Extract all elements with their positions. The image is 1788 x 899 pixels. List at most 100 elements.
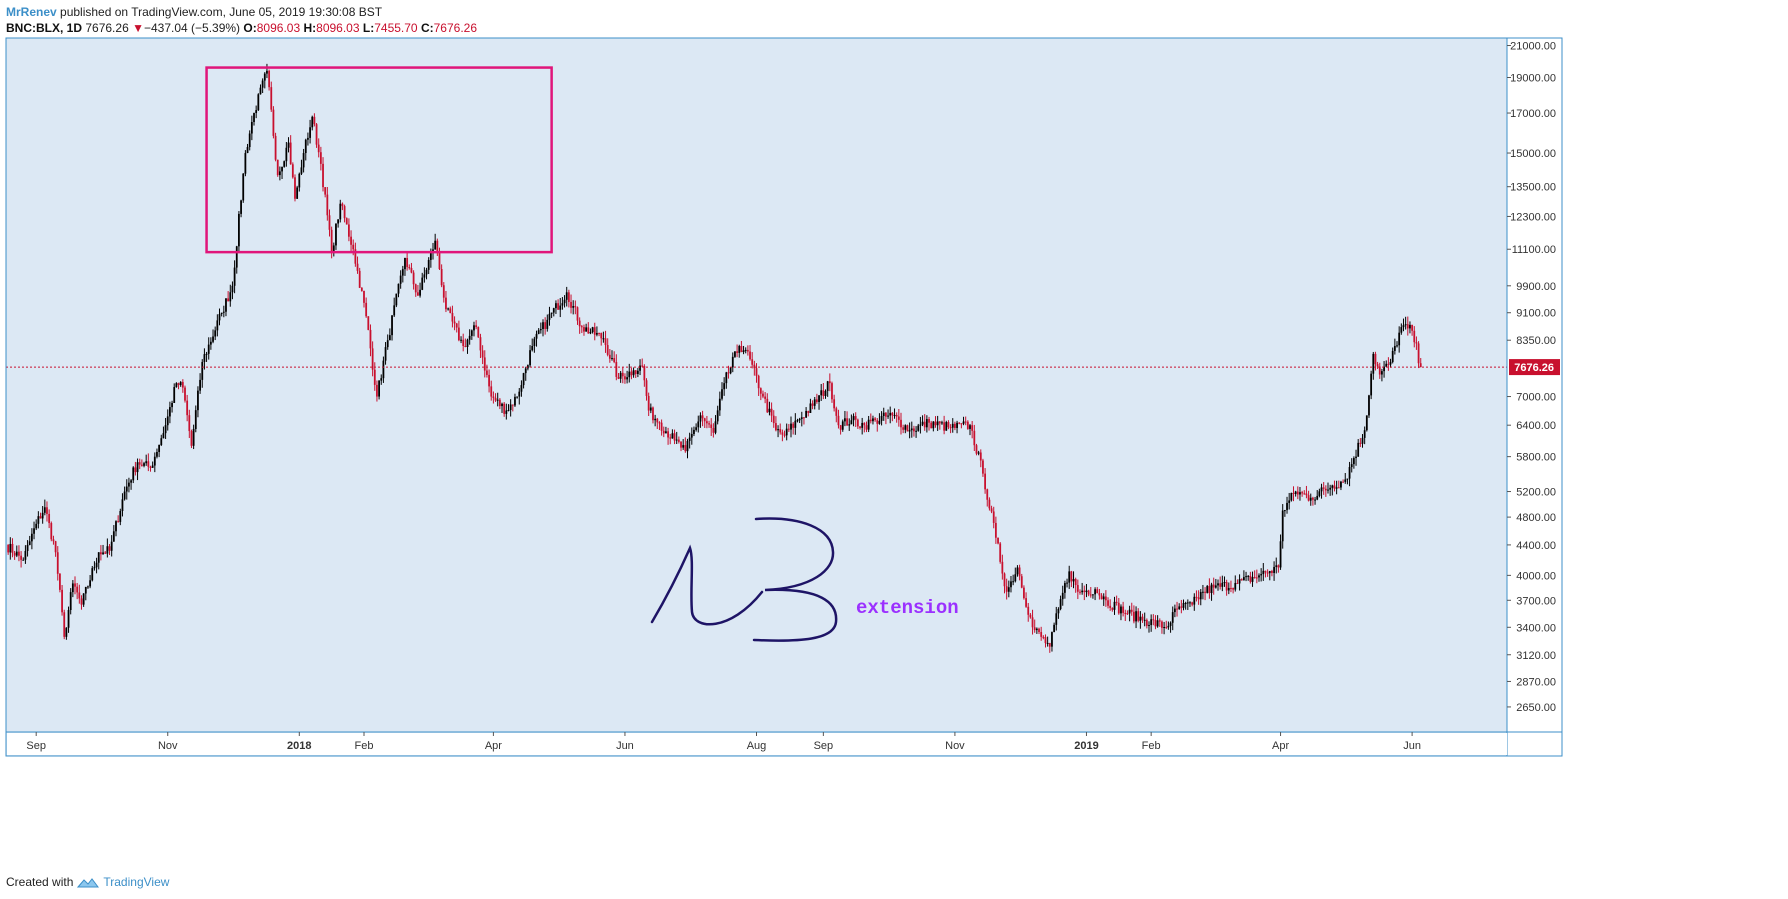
candle-body — [46, 507, 48, 514]
price-tick-label: 4400.00 — [1516, 540, 1556, 552]
candle-body — [775, 423, 777, 431]
candle-body — [1085, 590, 1088, 593]
candle-body — [539, 329, 542, 331]
candle-body — [1234, 582, 1237, 590]
candle-body — [432, 249, 434, 252]
candle-body — [923, 421, 926, 428]
candle-body — [1374, 353, 1377, 365]
candle-body — [1055, 613, 1058, 625]
candle-body — [369, 329, 372, 349]
candle-body — [125, 486, 128, 492]
candle-body — [979, 452, 982, 461]
author-link[interactable]: MrRenev — [6, 5, 57, 19]
candle-body — [960, 423, 963, 425]
candle-body — [1186, 602, 1189, 604]
candle-body — [1068, 571, 1071, 583]
candle-body — [1031, 617, 1034, 628]
candle-body — [179, 382, 182, 386]
candle-body — [1173, 608, 1176, 613]
candle-body — [322, 163, 324, 188]
time-tick-label: 2018 — [287, 740, 311, 752]
price-tick-label: 21000.00 — [1510, 41, 1556, 53]
candle-body — [1066, 582, 1068, 584]
time-axis[interactable]: Sep Nov 2018 Feb Apr Jun Aug Sep Nov 2019 Feb Apr Ju… — [26, 732, 1421, 752]
candle-body — [240, 200, 242, 214]
price-axis[interactable]: 21000.00 19000.00 17000.00 15000.00 13500.00… — [5, 37, 1563, 757]
created-with-label: Created with — [6, 875, 74, 889]
candle-body — [822, 390, 825, 396]
candle-body — [56, 552, 59, 574]
candle-body — [792, 423, 795, 428]
candle-body — [1010, 581, 1012, 588]
candle-body — [593, 327, 596, 335]
candle-body — [470, 330, 473, 336]
candle-body — [680, 441, 682, 448]
candle-body — [1253, 577, 1256, 579]
candle-body — [477, 327, 480, 338]
candle-body — [268, 70, 271, 88]
candle-body — [121, 499, 124, 512]
candle-body — [951, 423, 954, 428]
candle-body — [65, 627, 68, 637]
price-tick-label: 4800.00 — [1516, 512, 1556, 524]
candle-body — [749, 351, 751, 360]
candle-body — [1258, 575, 1260, 578]
candle-body — [941, 422, 943, 424]
candle-body — [1137, 611, 1140, 621]
handwritten-digit-one — [650, 544, 764, 626]
candle-body — [425, 269, 428, 275]
candle-body — [475, 325, 478, 328]
candle-body — [831, 383, 833, 400]
candle-body — [794, 420, 797, 428]
candle-body — [1419, 363, 1422, 368]
candle-body — [699, 415, 702, 422]
candle-body — [345, 218, 348, 225]
candle-body — [524, 368, 527, 374]
candle-body — [893, 414, 896, 416]
candle-body — [423, 274, 426, 278]
candle-body — [1197, 597, 1200, 600]
candle-body — [1109, 605, 1112, 608]
candle-body — [563, 299, 566, 304]
candle-body — [617, 376, 620, 379]
publish-info: published on TradingView.com, June 05, 2… — [60, 5, 383, 19]
candle-body — [693, 429, 695, 435]
candle-body — [50, 523, 53, 540]
candle-body — [382, 360, 385, 379]
candle-body — [520, 385, 523, 392]
candle-body — [291, 164, 294, 178]
candle-body — [41, 512, 44, 519]
candle-body — [319, 152, 322, 164]
candle-body — [1217, 583, 1219, 586]
plot-area[interactable] — [6, 38, 1507, 756]
candle-body — [897, 416, 900, 420]
candle-body — [78, 592, 81, 599]
candle-body — [13, 552, 16, 556]
candle-body — [26, 544, 29, 551]
candle-body — [598, 332, 600, 334]
candle-body — [153, 456, 156, 466]
candle-body — [982, 460, 984, 474]
candle-body — [1128, 609, 1131, 614]
candle-body — [1318, 491, 1321, 496]
candle-body — [1176, 608, 1178, 610]
candle-body — [1348, 467, 1351, 479]
candle-body — [1083, 590, 1086, 593]
candle-body — [315, 124, 318, 145]
candle-body — [1361, 437, 1364, 444]
candle-body — [492, 396, 495, 398]
candle-body — [421, 277, 424, 290]
candle-body — [95, 562, 98, 568]
tradingview-link[interactable]: TradingView — [103, 875, 170, 889]
candle-body — [710, 424, 713, 429]
candle-body — [248, 133, 251, 148]
candle-body — [555, 303, 557, 309]
candle-body — [1051, 632, 1053, 647]
candle-body — [212, 336, 214, 342]
candle-body — [384, 347, 387, 361]
candle-body — [194, 410, 197, 429]
candle-body — [1245, 576, 1247, 578]
close-value: 7676.26 — [433, 21, 478, 35]
candle-body — [1204, 591, 1206, 593]
